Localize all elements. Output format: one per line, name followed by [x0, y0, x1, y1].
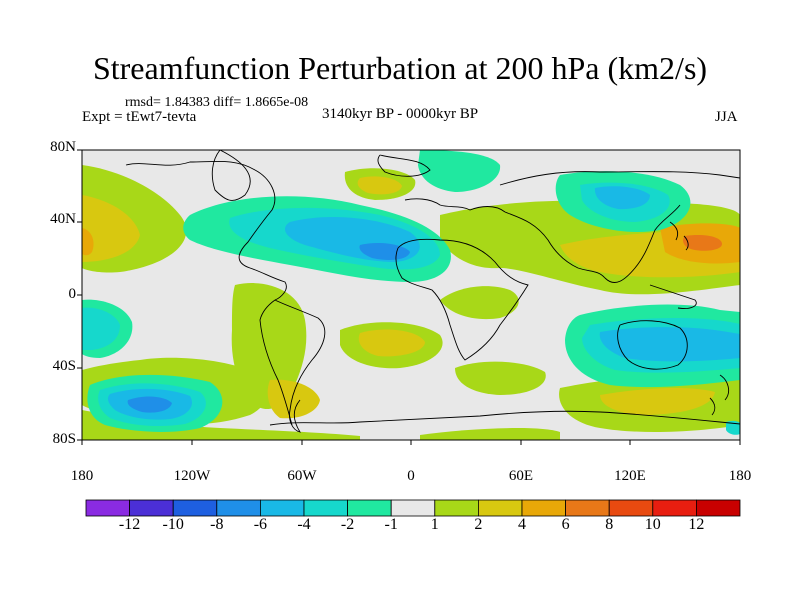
- japan-coast: [669, 221, 689, 251]
- colorbar-label: 8: [605, 516, 614, 533]
- negative-anomalies: [82, 150, 740, 435]
- period-label: 3140kyr BP - 0000kyr BP: [322, 106, 479, 122]
- colorbar-swatch: [608, 499, 654, 517]
- lon-tick-60w: 60W: [287, 468, 317, 484]
- colorbar-swatch: [521, 499, 566, 517]
- colorbar-label: -6: [253, 516, 268, 533]
- lon-tick-180e: 180: [728, 468, 752, 484]
- colorbar-label: -4: [297, 516, 311, 533]
- colorbar-swatch: [259, 499, 305, 517]
- lon-tick-0: 0: [407, 468, 415, 484]
- positive-anomalies: [82, 165, 740, 440]
- statistics-label: rmsd= 1.84383 diff= 1.8665e-08: [125, 95, 309, 110]
- africa-coast: [395, 238, 529, 361]
- colorbar-swatch: [303, 499, 348, 517]
- map-panel: [77, 149, 741, 445]
- colorbar-swatch: [434, 499, 479, 517]
- new-zealand-coast: [709, 374, 730, 416]
- asia-south-coast: [504, 204, 681, 283]
- colorbar-swatch: [347, 499, 392, 517]
- antarctica-coast: [269, 410, 740, 426]
- lat-tick-40s: 40S: [52, 358, 76, 374]
- experiment-label: Expt = tEwt7-tevta: [82, 109, 197, 125]
- colorbar: [85, 499, 741, 517]
- colorbar-label: 6: [561, 516, 570, 533]
- colorbar-label: 2: [474, 516, 483, 533]
- south-america-west-coast: [259, 299, 293, 426]
- tick-marks: [77, 149, 741, 445]
- hudson-bay-coast: [211, 150, 251, 201]
- contour-fields: [82, 150, 740, 440]
- colorbar-swatch: [216, 499, 261, 517]
- colorbar-swatch: [652, 499, 697, 517]
- coastlines: [125, 150, 740, 433]
- lat-tick-80s: 80S: [52, 431, 76, 447]
- colorbar-label: -8: [210, 516, 224, 533]
- colorbar-swatch: [129, 499, 174, 517]
- colorbar-label: 4: [518, 516, 526, 533]
- lat-tick-40n: 40N: [50, 211, 76, 227]
- colorbar-swatch: [85, 499, 130, 517]
- lon-tick-60e: 60E: [508, 468, 534, 484]
- asia-north-coast: [499, 171, 740, 186]
- map-title: Streamfunction Perturbation at 200 hPa (…: [92, 50, 708, 86]
- colorbar-swatch: [565, 499, 610, 517]
- colorbar-swatch: [172, 499, 218, 517]
- colorbar-label: -1: [384, 516, 398, 533]
- europe-coast: [404, 198, 506, 213]
- australia-coast: [617, 320, 688, 370]
- colorbar-label: -10: [162, 516, 184, 533]
- lon-tick-120e: 120E: [614, 468, 646, 484]
- colorbar-label: -12: [118, 516, 141, 533]
- lat-tick-0: 0: [68, 286, 77, 302]
- colorbar-label: 10: [644, 516, 661, 533]
- colorbar-label: 1: [430, 516, 439, 533]
- colorbar-swatch: [477, 499, 523, 517]
- colorbar-label: -2: [340, 516, 355, 533]
- colorbar-swatch: [696, 499, 741, 517]
- south-america-coast: [274, 299, 326, 433]
- greenland-coast: [377, 154, 431, 177]
- lat-tick-80n: 80N: [50, 139, 76, 155]
- colorbar-swatch: [390, 499, 436, 517]
- lon-tick-120w: 120W: [173, 468, 211, 484]
- lon-tick-180w: 180: [70, 468, 94, 484]
- colorbar-label: 12: [688, 516, 705, 533]
- season-label: JJA: [715, 109, 738, 125]
- north-america-coast: [125, 160, 287, 301]
- indonesia-coast: [649, 284, 697, 309]
